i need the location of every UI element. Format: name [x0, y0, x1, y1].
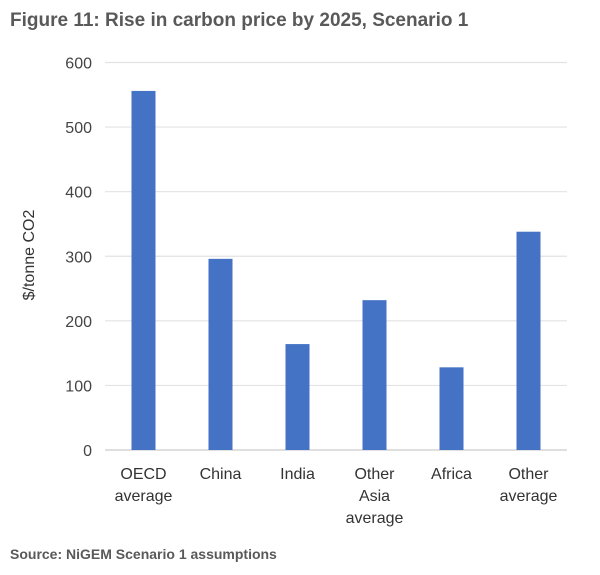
x-tick-label: Other: [354, 466, 395, 483]
y-axis-label: $/tonne CO2: [21, 210, 38, 301]
y-tick-label: 100: [65, 378, 92, 395]
y-tick-label: 600: [65, 56, 92, 73]
y-tick-label: 0: [83, 443, 92, 460]
bar: [439, 367, 464, 450]
x-tick-label: average: [115, 488, 173, 505]
bar: [362, 300, 387, 450]
bar: [208, 258, 233, 450]
bar: [285, 344, 310, 450]
x-tick-label: Asia: [359, 488, 390, 505]
x-tick-label: average: [500, 488, 558, 505]
y-tick-label: 400: [65, 185, 92, 202]
source-note: Source: NiGEM Scenario 1 assumptions: [10, 546, 277, 562]
x-tick-label: Africa: [431, 466, 472, 483]
chart-title: Figure 11: Rise in carbon price by 2025,…: [10, 10, 469, 31]
x-tick-label: Other: [508, 466, 549, 483]
x-tick-label: OECD: [120, 466, 166, 483]
y-tick-label: 300: [65, 249, 92, 266]
bar: [516, 231, 541, 450]
bar: [131, 90, 156, 451]
x-tick-label: India: [280, 466, 315, 483]
x-tick-label: China: [200, 466, 242, 483]
y-tick-label: 200: [65, 314, 92, 331]
x-tick-label: average: [346, 510, 404, 527]
y-tick-label: 500: [65, 120, 92, 137]
